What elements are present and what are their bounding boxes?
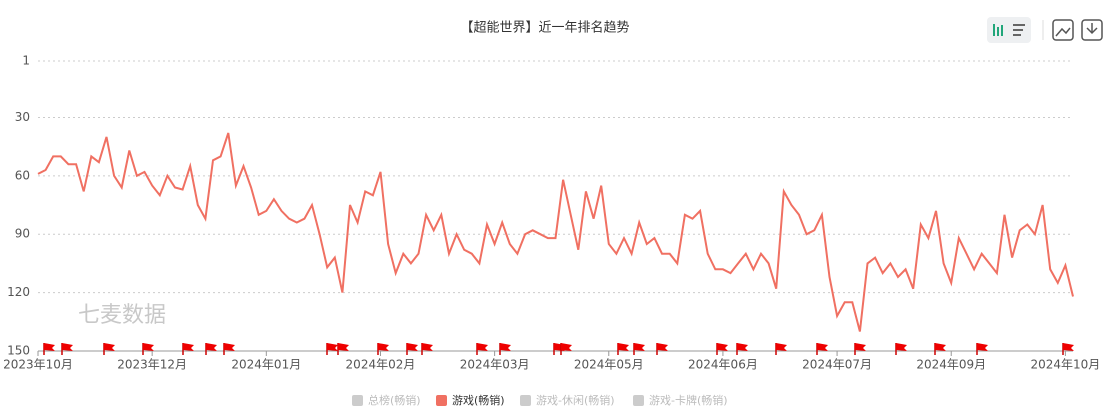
flag [422,343,433,351]
x-tick-label: 2023年12月 [117,358,187,372]
event-flag [223,343,235,355]
legend-label: 游戏-休闲(畅销) [536,393,615,407]
event-flag [633,343,645,355]
view-toggle[interactable] [987,17,1031,43]
event-flag [854,343,866,355]
flag [634,343,645,351]
event-flag [736,343,748,355]
download-button[interactable] [1081,19,1103,41]
flag [104,343,115,351]
flag [896,343,907,351]
legend-label: 游戏-卡牌(畅销) [649,393,728,407]
y-tick-label: 120 [7,285,30,299]
x-tick-label: 2024年05月 [574,358,644,372]
event-flag [205,343,217,355]
event-flag [326,343,338,355]
event-flag [1062,343,1074,355]
x-tick-label: 2024年02月 [346,358,416,372]
event-flag [976,343,988,355]
event-flag [895,343,907,355]
x-tick-label: 2024年07月 [802,358,872,372]
legend-label: 游戏(畅销) [452,393,505,407]
flag [183,343,194,351]
event-flag [421,343,433,355]
y-tick-label: 150 [7,344,30,358]
x-tick-label: 2024年09月 [916,358,986,372]
flag [327,343,338,351]
event-flag [656,343,668,355]
legend-swatch[interactable] [520,395,531,406]
event-flag [716,343,728,355]
legend-label: 总榜(畅销) [368,393,421,407]
legend-swatch[interactable] [352,395,363,406]
flag [44,343,55,351]
series-line [37,132,1074,332]
x-tick-label: 2024年06月 [688,358,758,372]
event-flag [43,343,55,355]
y-tick-label: 90 [15,227,30,241]
event-flag [377,343,389,355]
flag [224,343,235,351]
event-flag [816,343,828,355]
toolbar [987,17,1103,43]
flag [657,343,668,351]
y-tick-label: 60 [15,168,30,182]
x-tick-label: 2024年10月 [1030,358,1100,372]
flag [407,343,418,351]
flag [143,343,154,351]
chart-title: 【超能世界】近一年排名趋势 [460,20,629,36]
flag [935,343,946,351]
event-flag [61,343,73,355]
flag [977,343,988,351]
x-tick-label: 2024年01月 [231,358,301,372]
event-flag [499,343,511,355]
event-flag [775,343,787,355]
event-flag [182,343,194,355]
event-flag [337,343,349,355]
legend-swatch[interactable] [436,395,447,406]
flag [378,343,389,351]
event-flag [934,343,946,355]
flag [500,343,511,351]
event-flag [617,343,629,355]
flag [477,343,488,351]
flag [855,343,866,351]
legend-swatch[interactable] [633,395,644,406]
flag [817,343,828,351]
flag [1063,343,1074,351]
flag [737,343,748,351]
y-tick-label: 30 [15,110,30,124]
event-flag [560,343,572,355]
image-button[interactable] [1052,19,1074,41]
event-flag [103,343,115,355]
y-tick-label: 1 [22,54,30,68]
flag [717,343,728,351]
x-tick-label: 2023年10月 [3,358,73,372]
event-flag [406,343,418,355]
flag [338,343,349,351]
watermark: 七麦数据 [78,303,166,328]
flag [206,343,217,351]
flag [618,343,629,351]
event-flag [142,343,154,355]
flag [561,343,572,351]
x-tick-label: 2024年03月 [460,358,530,372]
flag [776,343,787,351]
event-flag [476,343,488,355]
flag [62,343,73,351]
